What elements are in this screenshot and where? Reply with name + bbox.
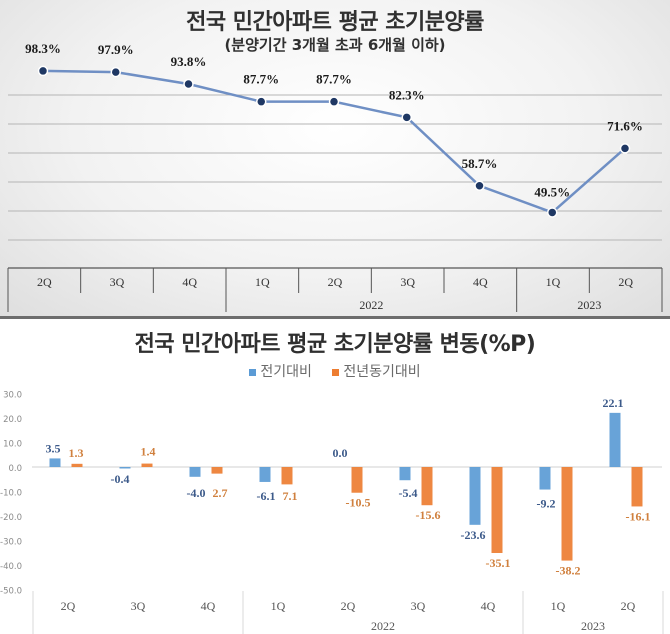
bar-chart-title: 전국 민간아파트 평균 초기분양률 변동(%P) (134, 332, 536, 357)
bar-chart-legend: 전기대비 전년동기대비 (0, 361, 670, 381)
data-label-prev-quarter: -6.1 (257, 489, 276, 503)
bar-prev-quarter (399, 467, 411, 481)
data-label: 87.7% (243, 72, 279, 87)
data-label: 98.3% (25, 41, 61, 56)
year-label: 2022 (371, 619, 395, 633)
data-label-prev-year: -38.2 (556, 564, 581, 578)
category-label: 2Q (61, 599, 76, 613)
bar-prev-year (281, 467, 293, 485)
bar-prev-quarter (119, 467, 131, 469)
category-label: 3Q (131, 599, 146, 613)
year-label: 2023 (577, 298, 601, 312)
data-label-prev-year: 7.1 (283, 489, 298, 503)
category-label: 4Q (201, 599, 216, 613)
line-chart-title: 전국 민간아파트 평균 초기분양률 (186, 10, 484, 35)
category-label: 1Q (551, 599, 566, 613)
data-label-prev-quarter: 22.1 (603, 396, 624, 410)
y-tick-label: 0.0 (8, 464, 22, 474)
category-label: 2Q (621, 599, 636, 613)
y-tick-label: 10.0 (3, 440, 22, 450)
category-label: 4Q (473, 275, 488, 289)
data-label-prev-quarter: -4.0 (187, 486, 206, 500)
category-label: 2Q (618, 275, 633, 289)
y-tick-label: 20.0 (3, 415, 22, 425)
top-chart-panel (0, 0, 670, 318)
data-point (183, 78, 194, 90)
data-label-prev-year: 1.4 (141, 445, 156, 459)
bar-prev-quarter (189, 467, 201, 477)
category-label: 4Q (481, 599, 496, 613)
category-label: 2Q (328, 275, 343, 289)
data-label: 58.7% (462, 156, 498, 171)
data-label-prev-quarter: -23.6 (461, 528, 486, 542)
data-label-prev-quarter: 0.0 (333, 446, 348, 460)
y-tick-label: -10.0 (0, 489, 22, 499)
y-tick-label: 30.0 (3, 391, 22, 401)
data-label-prev-year: -16.1 (626, 509, 651, 523)
y-tick-label: -50.0 (0, 587, 22, 597)
bar-prev-quarter (49, 458, 61, 467)
data-point (37, 65, 49, 77)
data-label-prev-year: -10.5 (346, 496, 371, 510)
bar-prev-year (561, 467, 573, 561)
data-label-prev-year: -15.6 (416, 508, 441, 522)
legend-item-prev-year: 전년동기대비 (332, 361, 421, 381)
data-label-prev-year: 2.7 (213, 486, 228, 500)
data-label: 87.7% (316, 72, 352, 87)
data-label-prev-quarter: -9.2 (537, 497, 556, 511)
line-chart: 98.3% 97.9% 93.8% 87.7% 87.7% 82.3% 58.7% 49.5%… (7, 41, 663, 312)
bar-prev-quarter (609, 412, 621, 467)
bar-prev-year (351, 467, 363, 493)
legend-label: 전기대비 (260, 364, 312, 380)
data-label-prev-quarter: -5.4 (399, 486, 418, 500)
bar-prev-year (71, 463, 83, 467)
bar-prev-quarter (469, 467, 481, 525)
category-label: 1Q (271, 599, 286, 613)
data-label: 49.5% (534, 184, 570, 199)
data-label: 82.3% (389, 87, 425, 102)
category-label: 3Q (411, 599, 426, 613)
bar-prev-year (491, 467, 503, 553)
y-tick-label: -30.0 (0, 538, 22, 548)
y-tick-label: -40.0 (0, 562, 22, 572)
legend-label: 전년동기대비 (343, 364, 421, 380)
line-chart-subtitle: (분양기간 3개월 초과 6개월 이하) (224, 36, 446, 54)
top-chart-bottom-border (0, 316, 670, 319)
year-label: 2023 (581, 619, 605, 633)
data-label-prev-year: -35.1 (486, 556, 511, 570)
bar-prev-year (141, 463, 153, 467)
category-label: 3Q (110, 275, 125, 289)
data-point (547, 207, 558, 218)
category-label: 3Q (400, 275, 415, 289)
data-label: 71.6% (607, 118, 643, 133)
category-label: 4Q (182, 275, 197, 289)
data-point (401, 112, 412, 123)
y-tick-label: -20.0 (0, 513, 22, 523)
legend-swatch-blue (249, 368, 257, 376)
year-label: 2022 (359, 298, 383, 312)
bar-prev-quarter (539, 467, 551, 490)
legend-swatch-orange (332, 368, 340, 376)
data-label-prev-quarter: 3.5 (46, 441, 61, 455)
data-point (110, 66, 121, 78)
data-label: 93.8% (171, 54, 207, 69)
category-label: 1Q (546, 275, 561, 289)
category-label: 1Q (255, 275, 270, 289)
bar-prev-year (631, 467, 643, 507)
category-label: 2Q (37, 275, 52, 289)
data-label-prev-quarter: -0.4 (111, 472, 130, 486)
bar-prev-year (421, 467, 433, 506)
bar-prev-year (211, 467, 223, 474)
bar-prev-quarter (259, 467, 271, 482)
data-point (256, 96, 267, 107)
data-label-prev-year: 1.3 (69, 446, 84, 460)
category-label: 2Q (341, 599, 356, 613)
legend-item-prev-quarter: 전기대비 (249, 361, 312, 381)
data-point (328, 96, 340, 107)
data-point (474, 180, 485, 192)
data-label: 97.9% (98, 42, 134, 57)
data-point (619, 143, 631, 154)
